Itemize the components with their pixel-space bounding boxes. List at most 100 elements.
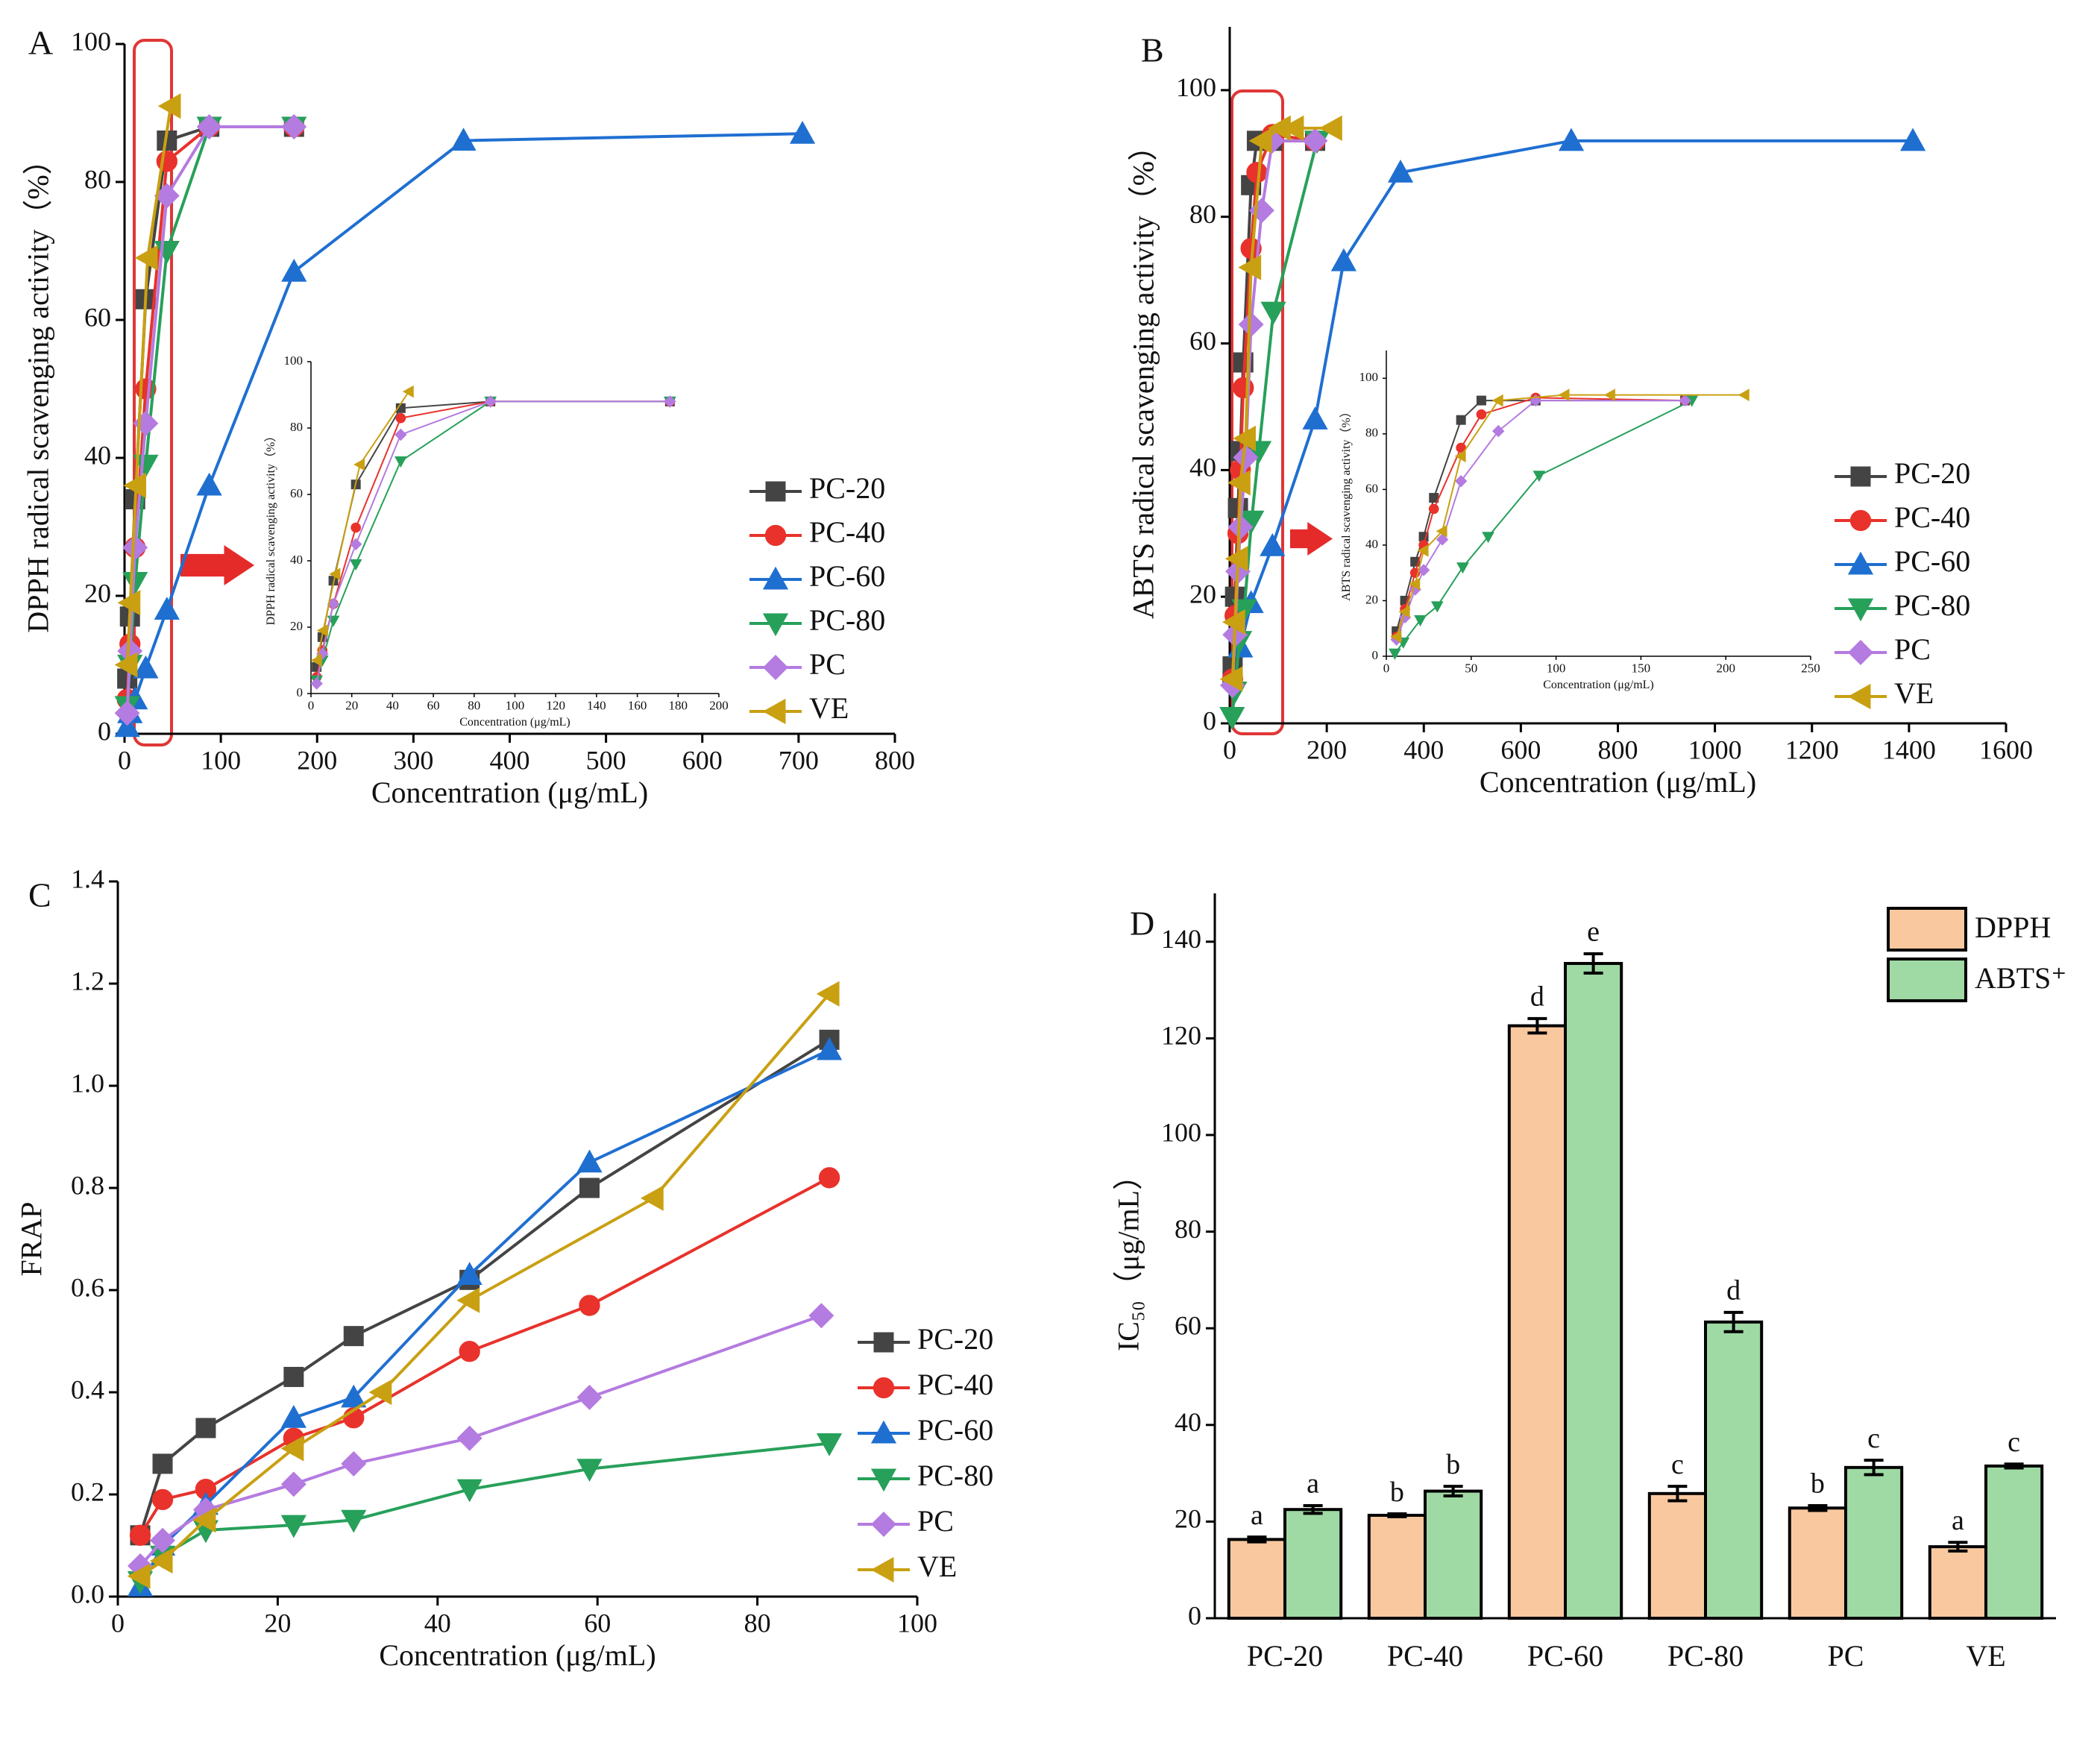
error-bar [2004, 1462, 2024, 1470]
marker [341, 1384, 367, 1408]
y-tick-label: 0.6 [71, 1272, 104, 1302]
legend-marker [870, 1556, 894, 1583]
error-bar [1948, 1541, 1968, 1553]
marker [1246, 162, 1268, 183]
panel-label: D [1130, 905, 1154, 943]
marker [1456, 562, 1469, 574]
series-line [315, 400, 670, 677]
significance-letter: d [1726, 1275, 1741, 1307]
arrow [180, 545, 254, 585]
marker [1476, 409, 1487, 420]
y-tick-label: 40 [1189, 453, 1216, 482]
y-tick-label: 100 [1161, 1117, 1201, 1147]
marker [1414, 615, 1427, 627]
y-tick-label: 20 [84, 578, 111, 608]
series-line [315, 400, 670, 684]
marker [281, 114, 307, 139]
x-tick-label: VE [1966, 1639, 2005, 1673]
marker [1456, 442, 1466, 453]
y-tick-label: 100 [1176, 72, 1216, 102]
marker [1603, 389, 1615, 401]
marker [1436, 533, 1449, 546]
error-bar [1247, 1535, 1267, 1544]
significance-letter: b [1811, 1468, 1825, 1500]
y-axis-title: FRAP [15, 1201, 48, 1276]
significance-letter: c [1867, 1423, 1880, 1454]
significance-letter: a [1952, 1505, 1964, 1536]
legend-marker [873, 1377, 895, 1399]
y-tick-label: 60 [290, 486, 303, 500]
y-axis-title: ABTS radical scavenging activity（%） [1339, 406, 1353, 601]
legend-label: PC [917, 1504, 954, 1538]
bar [1283, 1508, 1343, 1620]
x-tick-label: 40 [424, 1608, 451, 1638]
significance-letter: a [1251, 1500, 1263, 1531]
legend-label: VE [1894, 676, 1934, 710]
marker [576, 1459, 603, 1483]
marker [280, 1471, 306, 1497]
legend-swatch [1887, 907, 1967, 952]
marker [281, 258, 307, 282]
marker [149, 1547, 173, 1574]
marker [343, 1326, 364, 1347]
marker [816, 1433, 843, 1456]
series-line [1239, 139, 1914, 648]
y-tick-label: 20 [1175, 1504, 1201, 1534]
x-tick-label: 40 [386, 699, 399, 713]
legend-marker [765, 481, 786, 502]
marker [151, 1488, 174, 1510]
x-tick-label: 400 [1403, 735, 1444, 764]
legend-marker [873, 1332, 894, 1353]
legend-label: PC [1894, 632, 1931, 666]
marker [394, 456, 407, 468]
marker [456, 1479, 482, 1503]
marker [1679, 394, 1691, 407]
marker [127, 1563, 151, 1589]
y-tick-label: 100 [284, 353, 304, 368]
y-tick-label: 60 [84, 302, 111, 332]
marker [640, 1185, 664, 1211]
highlight-box [133, 39, 173, 746]
marker [459, 1341, 480, 1362]
x-tick-label: PC [1828, 1639, 1864, 1673]
error-bar [1667, 1485, 1688, 1503]
marker [1238, 254, 1262, 280]
legend-marker [870, 1468, 897, 1492]
x-tick-label: 200 [1307, 735, 1347, 764]
marker [1319, 115, 1342, 141]
series-line [1394, 400, 1693, 654]
x-tick-label: 1000 [1688, 735, 1742, 764]
error-bar [1443, 1485, 1463, 1498]
x-tick-label: 0 [118, 745, 131, 775]
marker [1233, 377, 1254, 399]
marker [349, 559, 362, 570]
marker [1260, 301, 1286, 325]
marker [152, 1453, 173, 1474]
series-line [1395, 394, 1745, 638]
series-line [139, 1441, 830, 1582]
marker [394, 428, 407, 441]
x-tick-label: 300 [393, 745, 433, 775]
legend-label: PC-80 [917, 1459, 993, 1492]
series-line [1395, 397, 1685, 638]
series-line [125, 132, 803, 728]
marker [402, 385, 414, 398]
x-tick-label: 800 [1598, 735, 1638, 764]
legend-label: PC [809, 647, 846, 681]
marker [133, 655, 159, 679]
marker [310, 654, 322, 667]
y-tick-label: 60 [1365, 481, 1378, 495]
marker [122, 535, 148, 561]
y-tick-label: 140 [1161, 924, 1201, 954]
y-tick-label: 1.0 [71, 1068, 104, 1098]
x-tick-label: 180 [669, 699, 688, 713]
legend-label: PC-40 [917, 1368, 993, 1401]
marker [1417, 544, 1429, 557]
error-bar [1723, 1310, 1744, 1333]
marker [1558, 389, 1570, 401]
marker [117, 590, 141, 616]
marker [154, 597, 180, 620]
marker [1436, 524, 1447, 538]
marker [316, 624, 328, 637]
